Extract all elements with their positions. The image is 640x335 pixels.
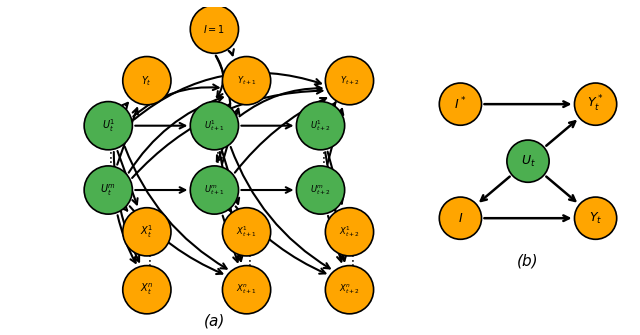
- Text: (b): (b): [517, 254, 539, 269]
- Circle shape: [296, 102, 345, 150]
- Text: (a): (a): [204, 313, 225, 328]
- Circle shape: [190, 102, 239, 150]
- Circle shape: [575, 83, 617, 125]
- Text: $Y_{t+1}$: $Y_{t+1}$: [237, 74, 257, 87]
- Text: $X_{t+1}^1$: $X_{t+1}^1$: [236, 224, 257, 239]
- Text: $\vdots$: $\vdots$: [242, 253, 252, 268]
- Circle shape: [223, 208, 271, 256]
- Text: $U_t^m$: $U_t^m$: [100, 182, 116, 198]
- Circle shape: [439, 197, 481, 239]
- Text: $U_t$: $U_t$: [520, 154, 536, 169]
- Text: $\vdots$: $\vdots$: [316, 150, 325, 165]
- Circle shape: [123, 208, 171, 256]
- Circle shape: [296, 166, 345, 214]
- Text: $\vdots$: $\vdots$: [209, 150, 220, 165]
- Text: $X_{t+2}^n$: $X_{t+2}^n$: [339, 283, 360, 296]
- Text: $Y_t^*$: $Y_t^*$: [588, 94, 604, 114]
- Circle shape: [223, 266, 271, 314]
- Text: $U_{t+2}^m$: $U_{t+2}^m$: [310, 183, 331, 197]
- Circle shape: [84, 166, 132, 214]
- Text: $U_t^1$: $U_t^1$: [102, 117, 115, 134]
- Text: $U_{t+1}^m$: $U_{t+1}^m$: [204, 183, 225, 197]
- Circle shape: [439, 83, 481, 125]
- Text: $Y_t$: $Y_t$: [141, 74, 152, 87]
- Circle shape: [123, 266, 171, 314]
- Text: $I^*$: $I^*$: [454, 96, 467, 113]
- Circle shape: [325, 266, 374, 314]
- Text: $I{=}1$: $I{=}1$: [204, 23, 225, 35]
- Circle shape: [123, 57, 171, 105]
- Text: $U_{t+1}^1$: $U_{t+1}^1$: [204, 118, 225, 133]
- Circle shape: [325, 208, 374, 256]
- Circle shape: [507, 140, 549, 182]
- Circle shape: [190, 5, 239, 53]
- Text: $Y_t$: $Y_t$: [589, 211, 602, 226]
- Text: $X_t^1$: $X_t^1$: [140, 223, 154, 240]
- Text: $\vdots$: $\vdots$: [345, 253, 355, 268]
- Circle shape: [223, 57, 271, 105]
- Text: $\vdots$: $\vdots$: [104, 150, 113, 165]
- Circle shape: [190, 166, 239, 214]
- Text: $X_{t+1}^n$: $X_{t+1}^n$: [236, 283, 257, 296]
- Circle shape: [575, 197, 617, 239]
- Circle shape: [84, 102, 132, 150]
- Text: $X_{t+2}^1$: $X_{t+2}^1$: [339, 224, 360, 239]
- Text: $\vdots$: $\vdots$: [142, 253, 152, 268]
- Text: $X_t^n$: $X_t^n$: [140, 282, 154, 297]
- Text: $Y_{t+2}$: $Y_{t+2}$: [340, 74, 359, 87]
- Text: $U_{t+2}^1$: $U_{t+2}^1$: [310, 118, 331, 133]
- Circle shape: [325, 57, 374, 105]
- Text: $I$: $I$: [458, 212, 463, 225]
